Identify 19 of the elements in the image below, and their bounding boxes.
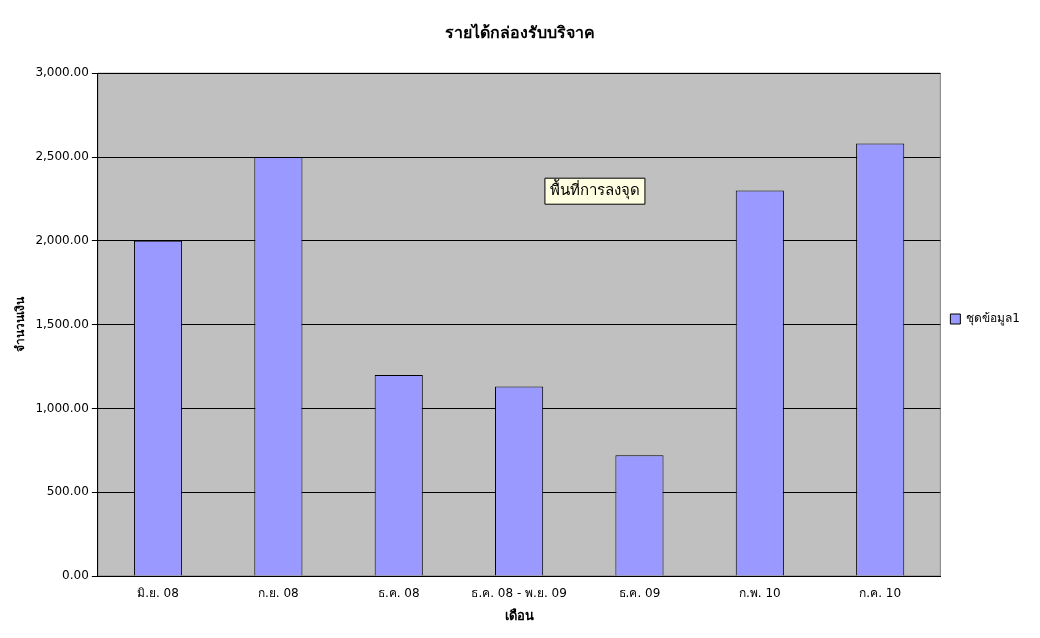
x-tick-label: ก.ย. 08 — [258, 586, 299, 601]
x-axis-title: เดือน — [504, 607, 534, 623]
x-tick-label: ก.พ. 10 — [738, 586, 781, 601]
x-tick-label: ก.ค. 10 — [859, 586, 902, 601]
x-tick-label: ธ.ค. 08 - พ.ย. 09 — [471, 586, 567, 601]
y-tick-label: 2,000.00 — [35, 232, 89, 247]
x-tick-label: มิ.ย. 08 — [137, 586, 179, 601]
y-axis-title: จำนวนเงิน — [13, 296, 28, 353]
y-tick-label: 0.00 — [62, 568, 89, 583]
chart-title: รายได้กล่องรับบริจาค — [445, 22, 595, 42]
legend-label: ชุดข้อมูล1 — [966, 311, 1021, 327]
y-tick-label: 1,000.00 — [35, 400, 89, 415]
x-tick-label: ธ.ค. 09 — [618, 586, 661, 601]
y-tick-label: 1,500.00 — [35, 316, 89, 331]
y-tick-label: 500.00 — [46, 484, 89, 499]
y-tick-label: 2,500.00 — [35, 149, 89, 164]
x-tick-label: ธ.ค. 08 — [377, 586, 420, 601]
annotation: พื้นที่การลงจุด — [549, 179, 640, 201]
y-tick-label: 3,000.00 — [35, 65, 89, 80]
